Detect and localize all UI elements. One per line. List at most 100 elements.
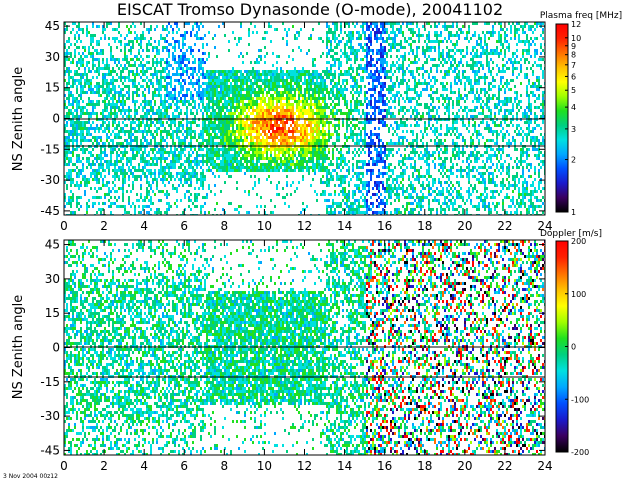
heatmap-cell — [314, 76, 316, 79]
heatmap-cell — [302, 160, 304, 163]
heatmap-cell — [358, 172, 360, 175]
heatmap-cell — [134, 130, 136, 133]
heatmap-cell — [118, 76, 120, 79]
heatmap-cell — [214, 136, 216, 139]
heatmap-cell — [332, 94, 334, 97]
heatmap-cell — [114, 70, 116, 73]
heatmap-cell — [118, 100, 120, 103]
heatmap-cell — [140, 175, 142, 178]
heatmap-cell — [246, 94, 248, 97]
heatmap-cell — [356, 172, 358, 175]
heatmap-cell — [194, 136, 196, 139]
heatmap-cell — [206, 133, 208, 136]
heatmap-cell — [226, 139, 228, 142]
heatmap-cell — [178, 112, 180, 115]
heatmap-cell — [262, 79, 264, 82]
heatmap-cell — [112, 175, 114, 178]
heatmap-cell — [116, 103, 118, 106]
heatmap-cell — [186, 160, 188, 163]
heatmap-cell — [286, 136, 288, 139]
heatmap-cell — [70, 178, 72, 181]
heatmap-cell — [358, 37, 360, 40]
heatmap-cell — [206, 127, 208, 130]
heatmap-cell — [152, 151, 154, 154]
heatmap-cell — [292, 136, 294, 139]
heatmap-cell — [276, 133, 278, 136]
heatmap-cell — [186, 106, 188, 109]
heatmap-cell — [356, 67, 358, 70]
heatmap-cell — [340, 205, 342, 208]
heatmap-cell — [144, 151, 146, 154]
heatmap-cell — [136, 142, 138, 145]
heatmap-cell — [76, 91, 78, 94]
heatmap-cell — [256, 109, 258, 112]
heatmap-cell — [130, 160, 132, 163]
heatmap-cell — [346, 79, 348, 82]
heatmap-cell — [80, 160, 82, 163]
heatmap-cell — [246, 211, 248, 214]
heatmap-cell — [76, 184, 78, 187]
heatmap-cell — [190, 34, 192, 37]
heatmap-cell — [338, 133, 340, 136]
heatmap-cell — [188, 151, 190, 154]
heatmap-cell — [296, 82, 298, 85]
heatmap-cell — [84, 184, 86, 187]
heatmap-cell — [124, 109, 126, 112]
heatmap-cell — [68, 163, 70, 166]
heatmap-cell — [146, 121, 148, 124]
heatmap-cell — [214, 121, 216, 124]
heatmap-cell — [148, 100, 150, 103]
heatmap-cell — [356, 178, 358, 181]
heatmap-cell — [204, 160, 206, 163]
heatmap-cell — [148, 142, 150, 145]
heatmap-cell — [102, 28, 104, 31]
heatmap-cell — [272, 97, 274, 100]
heatmap-cell — [136, 88, 138, 91]
heatmap-cell — [154, 175, 156, 178]
heatmap-cell — [278, 151, 280, 154]
heatmap-cell — [70, 52, 72, 55]
heatmap-cell — [74, 82, 76, 85]
heatmap-cell — [186, 31, 188, 34]
heatmap-cell — [274, 136, 276, 139]
heatmap-cell — [126, 55, 128, 58]
heatmap-cell — [304, 157, 306, 160]
heatmap-cell — [302, 139, 304, 142]
heatmap-cell — [156, 160, 158, 163]
heatmap-cell — [136, 154, 138, 157]
heatmap-cell — [340, 190, 342, 193]
heatmap-cell — [258, 79, 260, 82]
heatmap-cell — [70, 211, 72, 214]
heatmap-cell — [296, 130, 298, 133]
heatmap-cell — [354, 82, 356, 85]
heatmap-cell — [210, 88, 212, 91]
heatmap-cell — [262, 169, 264, 172]
heatmap-cell — [278, 148, 280, 151]
heatmap-cell — [248, 43, 250, 46]
heatmap-cell — [184, 178, 186, 181]
heatmap-cell — [66, 175, 68, 178]
heatmap-cell — [214, 112, 216, 115]
heatmap-cell — [212, 136, 214, 139]
heatmap-cell — [292, 103, 294, 106]
heatmap-cell — [330, 109, 332, 112]
heatmap-cell — [330, 91, 332, 94]
heatmap-cell — [110, 160, 112, 163]
heatmap-cell — [266, 148, 268, 151]
heatmap-cell — [90, 88, 92, 91]
heatmap-cell — [130, 127, 132, 130]
heatmap-cell — [150, 37, 152, 40]
heatmap-cell — [170, 43, 172, 46]
heatmap-cell — [208, 79, 210, 82]
heatmap-cell — [130, 58, 132, 61]
heatmap-cell — [272, 82, 274, 85]
heatmap-cell — [142, 85, 144, 88]
heatmap-cell — [338, 163, 340, 166]
heatmap-cell — [132, 127, 134, 130]
heatmap-cell — [238, 166, 240, 169]
heatmap-cell — [206, 169, 208, 172]
heatmap-cell — [208, 85, 210, 88]
heatmap-cell — [138, 82, 140, 85]
heatmap-cell — [64, 52, 66, 55]
heatmap-cell — [72, 97, 74, 100]
